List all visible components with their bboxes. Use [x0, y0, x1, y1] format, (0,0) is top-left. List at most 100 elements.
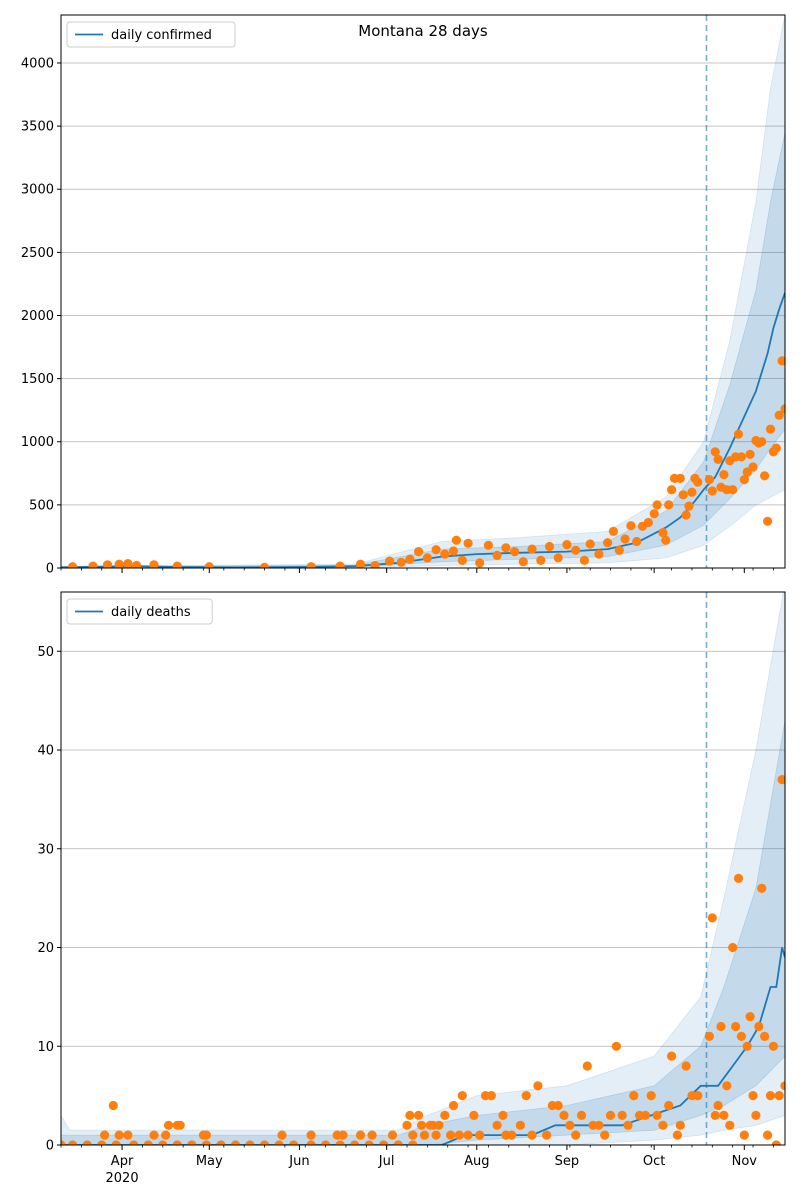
- observed-point: [652, 1110, 662, 1120]
- observed-point: [501, 543, 511, 553]
- x-tick-label: Apr: [111, 1154, 134, 1169]
- observed-point: [335, 1140, 345, 1145]
- observed-point: [745, 449, 755, 459]
- deaths-chart: 0 10 20 30 40 50 Apr May Jun Jul Aug Sep Oct Nov 2020 d…: [37, 591, 786, 1186]
- y-tick-label: 4000: [21, 56, 54, 71]
- observed-point: [707, 486, 717, 496]
- axes-frame: [60, 14, 786, 569]
- observed-point: [111, 1140, 121, 1145]
- observed-point: [608, 526, 619, 537]
- observed-point: [515, 1120, 526, 1130]
- observed-point: [405, 554, 415, 564]
- observed-point: [725, 1120, 735, 1130]
- observed-point: [370, 560, 380, 568]
- observed-point: [722, 1081, 732, 1091]
- observed-point: [175, 1120, 185, 1130]
- observed-point: [143, 1140, 153, 1145]
- observed-point: [448, 546, 459, 556]
- observed-point: [777, 356, 785, 366]
- y-tick-label: 3000: [21, 183, 54, 198]
- observed-point: [457, 555, 467, 566]
- observed-point: [463, 1130, 473, 1140]
- observed-point: [623, 1120, 633, 1130]
- observed-point: [306, 1130, 316, 1140]
- median-line: [61, 292, 785, 568]
- observed-point: [693, 1091, 703, 1101]
- observed-point: [675, 473, 685, 483]
- observed-point: [672, 1130, 683, 1140]
- observed-point: [664, 500, 674, 510]
- observed-point: [230, 1140, 241, 1145]
- observed-point: [681, 1061, 691, 1071]
- observed-point: [161, 1130, 171, 1140]
- observed-point: [626, 521, 636, 531]
- observed-point: [765, 1091, 776, 1101]
- observed-point: [760, 471, 770, 481]
- legend: daily confirmed: [66, 21, 236, 48]
- observed-point: [661, 535, 671, 545]
- observed-point: [603, 538, 613, 548]
- observed-point: [385, 556, 395, 566]
- observed-point: [82, 1140, 92, 1145]
- observed-point: [763, 1130, 773, 1140]
- legend-label: daily confirmed: [111, 28, 212, 43]
- observed-point: [733, 429, 744, 439]
- observed-point: [498, 1110, 508, 1120]
- observed-point: [61, 1140, 66, 1145]
- observed-point: [559, 1110, 569, 1120]
- observed-point: [736, 1031, 747, 1041]
- observed-point: [728, 485, 738, 495]
- observed-point: [629, 1091, 639, 1101]
- observed-point: [408, 1130, 418, 1140]
- observed-point: [594, 1120, 604, 1130]
- observed-point: [757, 883, 767, 893]
- observed-point: [475, 558, 485, 568]
- x-tick-label: Oct: [643, 1154, 665, 1169]
- observed-point: [704, 1031, 715, 1041]
- confirmed-chart: 0 500 1000 1500 2000 2500 3000 3500 4000 Montana …: [21, 14, 786, 577]
- observed-point: [419, 1130, 430, 1140]
- observed-point: [416, 1120, 427, 1130]
- observed-point: [748, 1091, 758, 1101]
- y-tick-label: 0: [46, 562, 54, 577]
- observed-point: [594, 549, 604, 559]
- observed-point: [88, 561, 98, 568]
- observed-point: [289, 1140, 299, 1145]
- observed-point: [350, 1140, 360, 1145]
- x-tick-label: Sep: [555, 1154, 580, 1169]
- x-year-label: 2020: [106, 1171, 139, 1186]
- observed-point: [149, 560, 159, 568]
- observed-point: [742, 1041, 752, 1051]
- observed-point: [68, 1140, 78, 1145]
- observed-point: [719, 1110, 729, 1120]
- observed-point: [414, 1110, 424, 1120]
- legend: daily deaths: [66, 598, 213, 625]
- observed-point: [132, 560, 142, 568]
- observed-point: [675, 1120, 685, 1130]
- observed-point: [123, 1130, 133, 1140]
- observed-point: [719, 470, 729, 480]
- observed-point: [483, 540, 493, 550]
- observed-point: [446, 1130, 456, 1140]
- observed-point: [518, 557, 528, 567]
- observed-point: [509, 547, 520, 557]
- observed-point: [544, 541, 555, 552]
- observed-point: [780, 1081, 785, 1091]
- observed-point: [187, 1140, 197, 1145]
- observed-point: [553, 553, 563, 563]
- y-tick-label: 2000: [21, 309, 54, 324]
- observed-point: [728, 942, 738, 953]
- chart-title: Montana 28 days: [358, 22, 488, 40]
- observed-point: [611, 1041, 622, 1051]
- observed-point: [114, 559, 124, 568]
- observed-point: [768, 1041, 779, 1051]
- observed-point: [760, 1031, 770, 1041]
- observed-point: [771, 443, 781, 453]
- y-tick-label: 3500: [21, 120, 54, 135]
- observed-point: [129, 1140, 139, 1145]
- observed-point: [652, 500, 662, 510]
- observed-point: [216, 1140, 226, 1145]
- observed-point: [667, 485, 677, 495]
- observed-point: [492, 1120, 502, 1130]
- observed-point: [640, 1110, 651, 1120]
